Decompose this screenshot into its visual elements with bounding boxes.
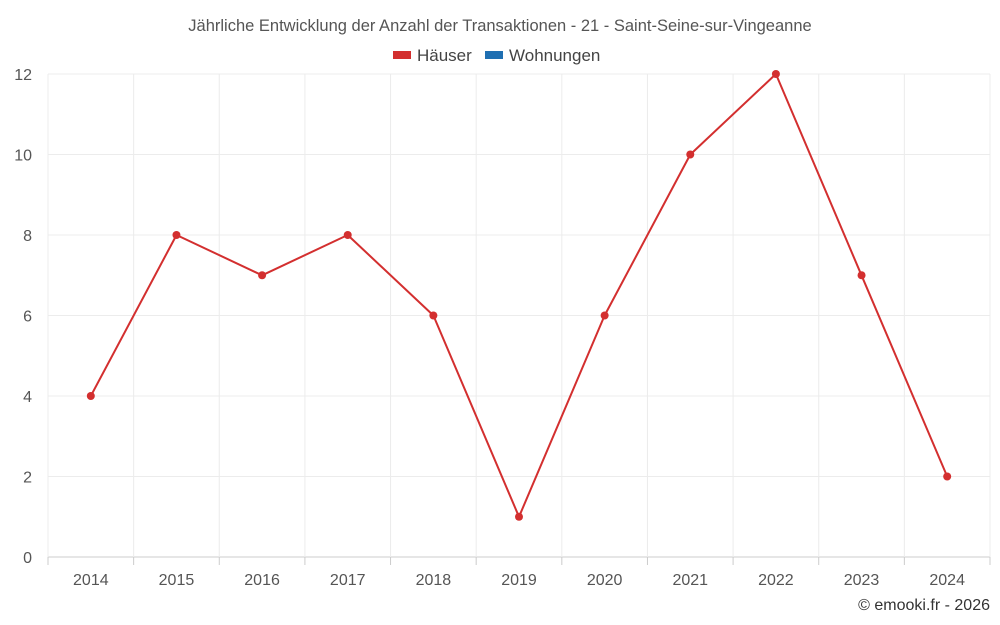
x-tick-label: 2018 xyxy=(416,572,452,589)
data-point-2014[interactable] xyxy=(86,392,95,400)
y-tick-label: 4 xyxy=(23,389,32,406)
data-point-2019[interactable] xyxy=(515,512,523,521)
data-point-2022[interactable] xyxy=(771,70,780,78)
data-point-2024[interactable] xyxy=(943,472,952,481)
data-point-2017[interactable] xyxy=(343,231,352,239)
legend-swatch-wohnungen xyxy=(485,51,503,59)
y-tick-label: 6 xyxy=(23,309,32,326)
y-tick-label: 8 xyxy=(23,228,32,245)
x-tick-label: 2014 xyxy=(73,572,109,589)
data-point-2021[interactable] xyxy=(686,150,695,159)
x-tick-label: 2024 xyxy=(929,572,965,589)
x-tick-label: 2021 xyxy=(672,572,708,589)
legend-label-haeuser: Häuser xyxy=(417,46,472,65)
y-tick-label: 10 xyxy=(14,148,32,165)
x-tick-label: 2022 xyxy=(758,572,794,589)
y-tick-label: 0 xyxy=(23,550,32,567)
legend-item-haeuser[interactable]: Häuser xyxy=(393,46,472,65)
x-tick-label: 2020 xyxy=(587,572,623,589)
legend-label-wohnungen: Wohnungen xyxy=(509,46,600,65)
data-point-2023[interactable] xyxy=(857,271,866,280)
x-axis-ticks: 2014 2015 2016 2017 2018 2019 2020 2021 2022 2023… xyxy=(73,572,965,589)
legend: Häuser Wohnungen xyxy=(393,46,600,65)
y-tick-label: 2 xyxy=(23,470,32,487)
data-point-2015[interactable] xyxy=(172,231,181,239)
x-tick-label: 2023 xyxy=(844,572,880,589)
legend-swatch-haeuser xyxy=(393,51,411,59)
y-axis-ticks: 0 2 4 6 8 10 12 xyxy=(14,67,32,567)
x-tick-label: 2016 xyxy=(244,572,280,589)
x-tick-label: 2019 xyxy=(501,572,537,589)
x-tick-label: 2015 xyxy=(159,572,195,589)
series-haeuser xyxy=(86,70,952,521)
legend-item-wohnungen[interactable]: Wohnungen xyxy=(485,46,600,65)
grid xyxy=(47,73,991,565)
y-tick-label: 12 xyxy=(14,67,32,84)
data-point-2016[interactable] xyxy=(258,271,267,280)
data-point-2018[interactable] xyxy=(429,311,438,320)
data-point-2020[interactable] xyxy=(600,311,609,320)
chart-title: Jährliche Entwicklung der Anzahl der Tra… xyxy=(188,17,811,35)
credit-text: © emooki.fr - 2026 xyxy=(858,597,990,614)
x-tick-label: 2017 xyxy=(330,572,366,589)
